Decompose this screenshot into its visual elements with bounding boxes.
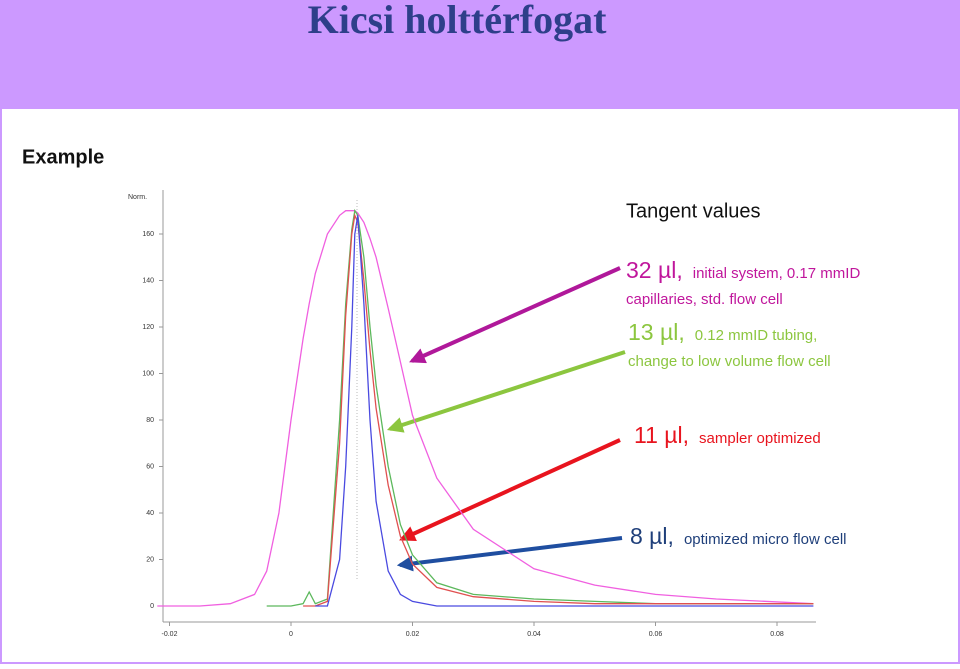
annotation-text: capillaries, std. flow cell [626,291,783,308]
y-tick-label: 0 [150,603,154,610]
annotation-label: 8 µl, [630,523,674,549]
y-tick-label: 100 [142,370,154,377]
annotation-label: 13 µl, [628,319,685,345]
arrow [409,266,621,364]
y-tick-label: 160 [142,231,154,238]
slide-title: Kicsi holttérfogat [308,0,607,42]
y-tick-label: 20 [146,556,154,563]
arrows [386,266,626,572]
x-tick-label: 0.06 [649,631,663,638]
x-tick-label: 0.04 [527,631,541,638]
y-tick-label: 40 [146,510,154,517]
arrow [396,536,623,572]
annotation-text: 0.12 mmID tubing, [695,327,818,344]
y-axis-label: Norm. [128,194,147,201]
y-tick-label: 60 [146,463,154,470]
x-tick-label: 0.08 [770,631,784,638]
annotation-text: change to low volume flow cell [628,353,831,370]
annotation-text: optimized micro flow cell [684,531,847,548]
annotation-text: sampler optimized [699,430,821,447]
annotation-text: initial system, 0.17 mmID [693,265,861,282]
series-line [315,215,814,607]
y-tick-label: 80 [146,417,154,424]
arrow [399,438,621,541]
series-line [266,208,814,607]
series-line [303,213,814,607]
chart-title: Example [22,146,104,168]
x-tick-label: 0.02 [406,631,420,638]
x-tick-label: -0.02 [162,631,178,638]
arrow [386,350,626,433]
annotation-label: 32 µl, [626,257,683,283]
y-tick-label: 140 [142,277,154,284]
annotation-heading: Tangent values [626,200,761,222]
title-band [0,0,960,108]
content-frame [0,107,960,664]
y-tick-label: 120 [142,324,154,331]
annotation-label: 11 µl, [634,422,689,448]
x-tick-label: 0 [289,631,293,638]
